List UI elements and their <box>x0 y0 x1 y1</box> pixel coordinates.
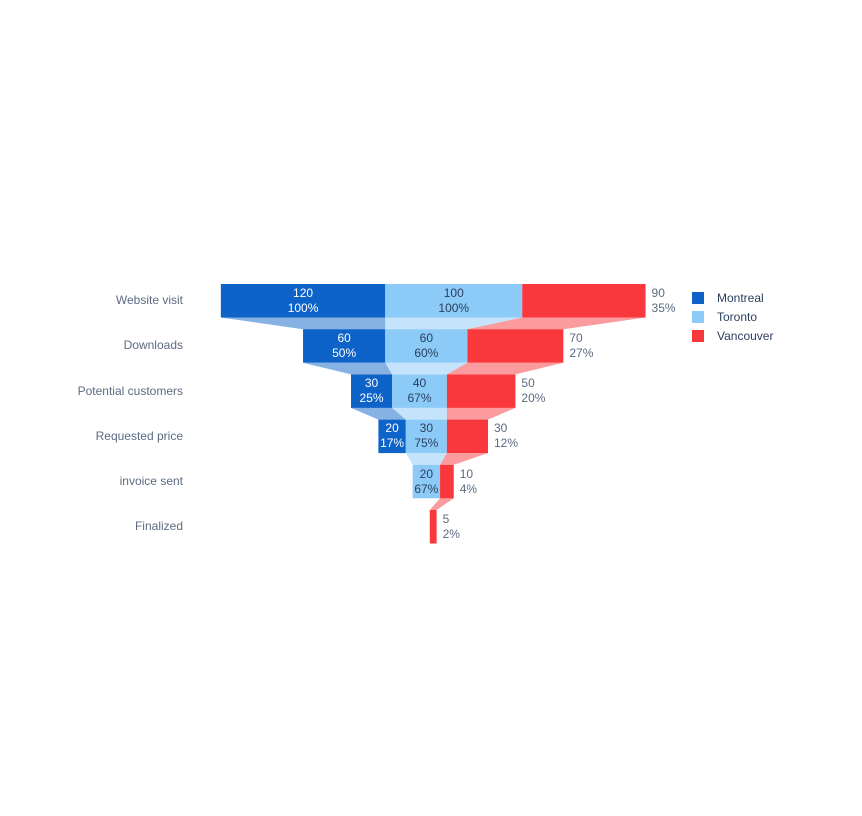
legend-swatch-montreal <box>692 291 704 304</box>
bar-montreal-stage-3[interactable] <box>378 419 406 454</box>
bar-montreal-stage-0[interactable] <box>220 284 386 318</box>
legend-label: Toronto <box>717 309 758 324</box>
connector-vancouver-1 <box>446 362 564 375</box>
legend-item-vancouver[interactable]: Vancouver <box>692 326 773 345</box>
bar-montreal-stage-1[interactable] <box>303 329 386 363</box>
bar-montreal-stage-2[interactable] <box>351 374 393 408</box>
connector-toronto-3 <box>405 453 447 465</box>
bar-toronto-stage-1[interactable] <box>385 329 468 363</box>
connector-vancouver-2 <box>446 407 516 420</box>
legend: Montreal Toronto Vancouver <box>692 288 773 345</box>
connector-vancouver-3 <box>440 453 488 465</box>
connector-montreal-0 <box>220 317 386 330</box>
bar-vancouver-stage-2[interactable] <box>446 374 516 408</box>
bar-vancouver-stage-3[interactable] <box>446 419 488 454</box>
connector-montreal-1 <box>303 362 393 375</box>
legend-item-toronto[interactable]: Toronto <box>692 307 773 326</box>
connector-toronto-0 <box>385 317 523 330</box>
bar-vancouver-stage-4[interactable] <box>440 464 454 499</box>
connector-montreal-2 <box>351 407 406 420</box>
legend-swatch-vancouver <box>692 329 704 342</box>
legend-item-montreal[interactable]: Montreal <box>692 288 773 307</box>
connector-toronto-1 <box>385 362 468 375</box>
bar-toronto-stage-0[interactable] <box>385 284 523 318</box>
connector-vancouver-4 <box>429 498 454 510</box>
bar-vancouver-stage-0[interactable] <box>522 284 646 318</box>
bar-toronto-stage-4[interactable] <box>412 464 441 499</box>
bar-vancouver-stage-5[interactable] <box>429 510 437 544</box>
bar-toronto-stage-2[interactable] <box>392 374 447 408</box>
legend-label: Montreal <box>717 290 764 305</box>
connector-vancouver-0 <box>467 317 646 330</box>
connector-toronto-2 <box>392 407 447 420</box>
legend-swatch-toronto <box>692 310 704 323</box>
bar-toronto-stage-3[interactable] <box>405 419 447 454</box>
bar-vancouver-stage-1[interactable] <box>467 329 564 363</box>
legend-label: Vancouver <box>717 328 774 343</box>
